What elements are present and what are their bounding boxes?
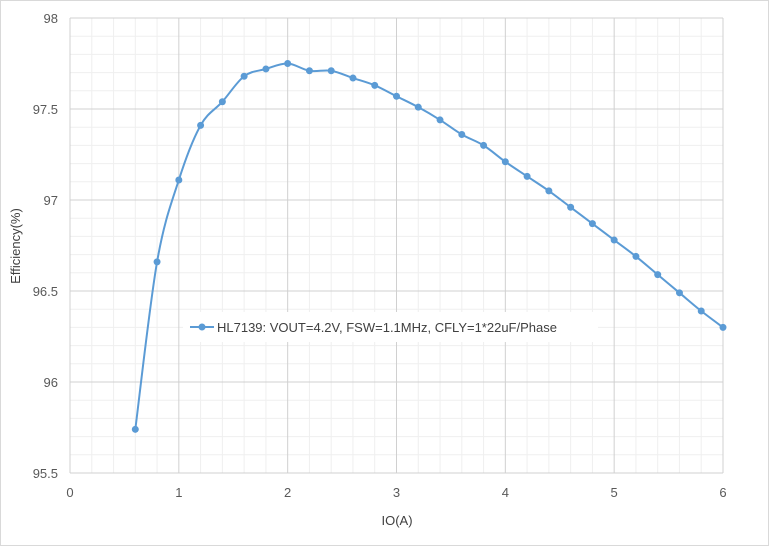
x-tick-label: 4 (502, 485, 509, 500)
tick-labels: 0 1 2 3 4 5 6 95.5 96 96.5 97 97.5 98 (33, 11, 727, 500)
data-point (545, 187, 553, 195)
data-point (632, 252, 640, 260)
data-point (523, 172, 531, 180)
data-point (697, 307, 705, 315)
data-point (371, 81, 379, 89)
y-tick-label: 97 (44, 193, 58, 208)
data-point (675, 289, 683, 297)
data-point (262, 65, 270, 73)
y-tick-label: 98 (44, 11, 58, 26)
data-point (480, 141, 488, 149)
data-point (719, 323, 727, 331)
data-point (327, 67, 335, 75)
series-markers (131, 60, 727, 433)
legend-marker (198, 323, 206, 331)
data-point (588, 220, 596, 228)
data-point (197, 121, 205, 129)
grid (69, 17, 724, 474)
x-tick-label: 0 (66, 485, 73, 500)
y-axis-title: Efficiency(%) (8, 208, 23, 284)
x-tick-label: 3 (393, 485, 400, 500)
x-tick-label: 6 (719, 485, 726, 500)
legend-box (183, 312, 598, 342)
y-tick-label: 95.5 (33, 466, 58, 481)
data-point (240, 72, 248, 80)
data-point (284, 60, 292, 67)
data-point (305, 67, 313, 75)
data-point (393, 92, 400, 100)
x-tick-label: 1 (175, 485, 182, 500)
legend-label: HL7139: VOUT=4.2V, FSW=1.1MHz, CFLY=1*22… (217, 320, 557, 335)
data-point (131, 425, 139, 433)
legend: HL7139: VOUT=4.2V, FSW=1.1MHz, CFLY=1*22… (183, 312, 598, 342)
data-point (436, 116, 444, 124)
y-tick-label: 97.5 (33, 102, 58, 117)
data-point (414, 103, 422, 111)
data-point (501, 158, 509, 166)
x-tick-label: 2 (284, 485, 291, 500)
data-point (458, 130, 466, 138)
y-tick-label: 96 (44, 375, 58, 390)
x-axis-title: IO(A) (381, 513, 412, 528)
x-tick-label: 5 (611, 485, 618, 500)
data-point (349, 74, 357, 82)
series-line (134, 62, 724, 430)
data-point (567, 203, 575, 211)
data-point (654, 271, 662, 279)
data-point (218, 98, 226, 106)
data-point (153, 258, 161, 266)
data-point (610, 236, 618, 244)
data-point (175, 176, 183, 184)
y-tick-label: 96.5 (33, 284, 58, 299)
